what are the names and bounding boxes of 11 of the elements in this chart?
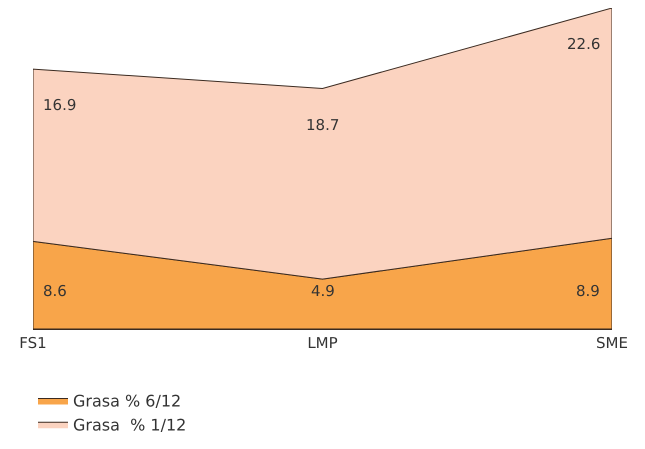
legend-label: Grasa % 1/12 xyxy=(73,416,186,435)
legend-label: Grasa % 6/12 xyxy=(73,392,182,411)
data-label: 8.9 xyxy=(576,282,600,300)
data-label: 22.6 xyxy=(567,35,600,53)
x-tick-label: FS1 xyxy=(19,334,47,352)
data-label: 8.6 xyxy=(43,282,67,300)
x-tick-label: SME xyxy=(596,334,628,352)
data-label: 16.9 xyxy=(43,96,76,114)
data-label: 18.7 xyxy=(306,116,340,134)
data-label: 4.9 xyxy=(311,282,335,300)
x-tick-label: LMP xyxy=(307,334,338,352)
